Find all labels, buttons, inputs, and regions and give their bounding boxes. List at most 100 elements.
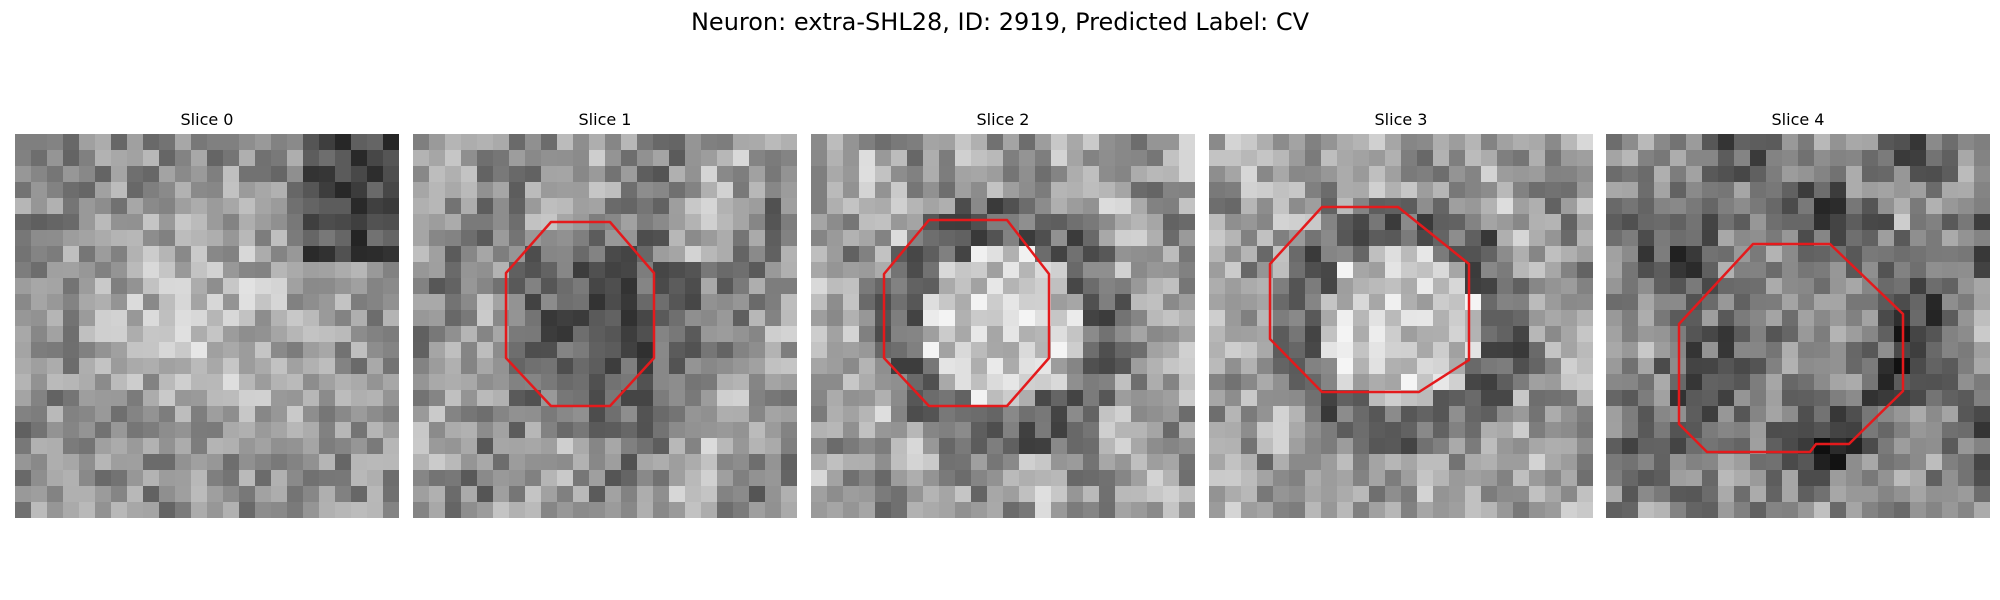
image-pixel xyxy=(1353,486,1370,503)
image-pixel xyxy=(907,262,924,279)
image-pixel xyxy=(1147,166,1164,183)
image-pixel xyxy=(493,390,510,407)
image-pixel xyxy=(669,422,686,439)
image-pixel xyxy=(1878,182,1895,199)
image-pixel xyxy=(749,310,766,327)
image-pixel xyxy=(827,230,844,247)
image-pixel xyxy=(1686,486,1703,503)
image-pixel xyxy=(827,374,844,391)
image-pixel xyxy=(1257,150,1274,167)
image-pixel xyxy=(1035,166,1052,183)
image-pixel xyxy=(1035,438,1052,455)
image-pixel xyxy=(1019,326,1036,343)
image-pixel xyxy=(1606,230,1623,247)
image-pixel xyxy=(303,358,320,375)
image-pixel xyxy=(255,214,272,231)
image-pixel xyxy=(781,390,797,407)
image-pixel xyxy=(477,230,494,247)
image-pixel xyxy=(1926,134,1943,151)
image-pixel xyxy=(445,150,462,167)
image-pixel xyxy=(1401,294,1418,311)
image-pixel xyxy=(191,374,208,391)
image-pixel xyxy=(335,406,352,423)
image-pixel xyxy=(1465,214,1482,231)
image-pixel xyxy=(1814,358,1831,375)
image-pixel xyxy=(1209,438,1226,455)
image-pixel xyxy=(143,342,160,359)
image-pixel xyxy=(1814,502,1831,518)
image-pixel xyxy=(701,502,718,518)
image-pixel xyxy=(303,166,320,183)
image-pixel xyxy=(1782,150,1799,167)
image-pixel xyxy=(1225,422,1242,439)
image-pixel xyxy=(239,358,256,375)
image-pixel xyxy=(1513,310,1530,327)
image-pixel xyxy=(175,230,192,247)
image-pixel xyxy=(1513,230,1530,247)
image-pixel xyxy=(63,262,80,279)
image-pixel xyxy=(1115,342,1132,359)
image-pixel xyxy=(1910,262,1927,279)
image-pixel xyxy=(1942,502,1959,518)
image-pixel xyxy=(127,214,144,231)
image-pixel xyxy=(1179,342,1195,359)
image-pixel xyxy=(1878,198,1895,215)
image-pixel xyxy=(111,326,128,343)
image-pixel xyxy=(605,486,622,503)
image-pixel xyxy=(1529,358,1546,375)
image-pixel xyxy=(1019,198,1036,215)
image-pixel xyxy=(1067,390,1084,407)
image-pixel xyxy=(1289,486,1306,503)
image-pixel xyxy=(1622,486,1639,503)
image-pixel xyxy=(63,422,80,439)
image-pixel xyxy=(1830,454,1847,471)
image-pixel xyxy=(765,342,782,359)
image-pixel xyxy=(1734,166,1751,183)
image-pixel xyxy=(733,198,750,215)
image-pixel xyxy=(111,262,128,279)
image-pixel xyxy=(47,294,64,311)
image-pixel xyxy=(1401,246,1418,263)
image-pixel xyxy=(335,422,352,439)
image-pixel xyxy=(287,342,304,359)
image-pixel xyxy=(1926,150,1943,167)
image-pixel xyxy=(733,438,750,455)
image-pixel xyxy=(445,422,462,439)
image-pixel xyxy=(271,486,288,503)
image-pixel xyxy=(1179,470,1195,487)
slice-title: Slice 2 xyxy=(976,110,1030,129)
figure-title: Neuron: extra-SHL28, ID: 2919, Predicted… xyxy=(690,8,1310,36)
image-pixel xyxy=(509,294,526,311)
image-pixel xyxy=(1321,358,1338,375)
image-pixel xyxy=(525,230,542,247)
image-pixel xyxy=(63,310,80,327)
image-pixel xyxy=(1577,246,1593,263)
image-pixel xyxy=(1019,422,1036,439)
image-pixel xyxy=(15,326,32,343)
image-pixel xyxy=(955,278,972,295)
image-pixel xyxy=(47,406,64,423)
image-pixel xyxy=(47,134,64,151)
image-pixel xyxy=(701,278,718,295)
image-pixel xyxy=(733,262,750,279)
image-pixel xyxy=(1241,198,1258,215)
image-pixel xyxy=(765,278,782,295)
image-pixel xyxy=(413,326,430,343)
image-pixel xyxy=(445,326,462,343)
image-pixel xyxy=(1830,150,1847,167)
image-pixel xyxy=(383,278,399,295)
image-pixel xyxy=(1878,246,1895,263)
image-pixel xyxy=(1449,486,1466,503)
slice-image xyxy=(413,134,797,518)
image-pixel xyxy=(63,134,80,151)
slice-panel-3: Slice 3 xyxy=(1209,107,1593,518)
image-pixel xyxy=(175,406,192,423)
image-pixel xyxy=(1702,422,1719,439)
image-pixel xyxy=(1241,422,1258,439)
image-pixel xyxy=(509,310,526,327)
image-pixel xyxy=(175,358,192,375)
image-pixel xyxy=(1702,230,1719,247)
image-pixel xyxy=(749,406,766,423)
image-pixel xyxy=(717,182,734,199)
image-pixel xyxy=(319,182,336,199)
